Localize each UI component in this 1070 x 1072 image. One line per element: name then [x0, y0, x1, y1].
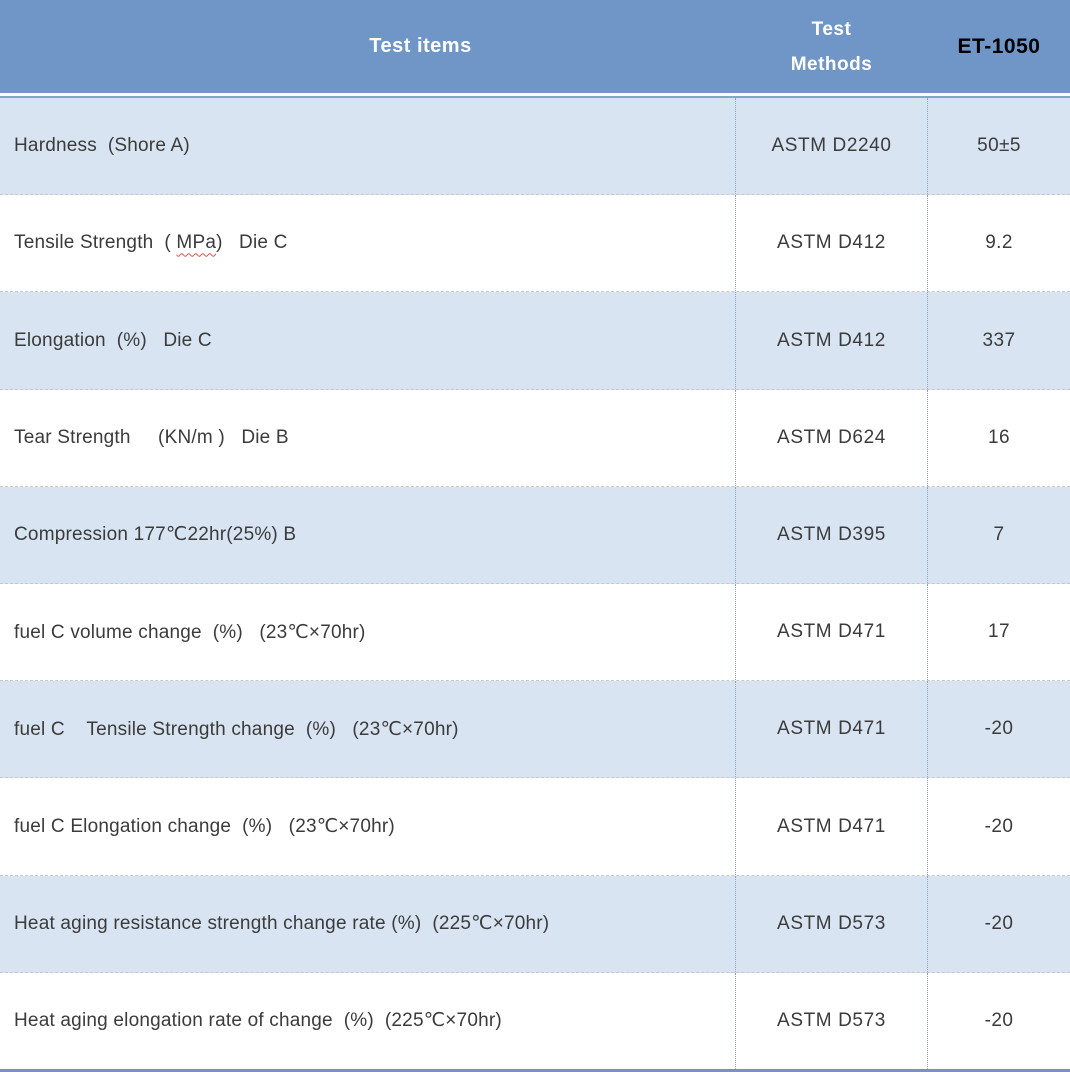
value-cell: 17 [928, 584, 1070, 680]
item-cell: Elongation (%) Die C [0, 292, 735, 388]
item-cell: Heat aging resistance strength change ra… [0, 876, 735, 972]
item-label: Heat aging elongation rate of change (%)… [14, 1010, 502, 1032]
value-label: 16 [988, 426, 1010, 448]
method-label: ASTM D471 [777, 815, 886, 837]
value-cell: 16 [928, 390, 1070, 486]
value-cell: -20 [928, 876, 1070, 972]
value-cell: -20 [928, 681, 1070, 777]
method-label: ASTM D471 [777, 718, 886, 740]
item-label: fuel C Elongation change (%) (23℃×70hr) [14, 816, 395, 838]
value-label: 17 [988, 621, 1010, 643]
item-cell: Heat aging elongation rate of change (%)… [0, 973, 735, 1069]
item-label: Compression 177℃22hr(25%) B [14, 524, 297, 546]
item-cell: Tear Strength (KN/m ) Die B [0, 390, 735, 486]
table-row-tear-strength: Tear Strength (KN/m ) Die B ASTM D624 16 [0, 389, 1070, 487]
table-header-row: Test items Test Methods ET-1050 [0, 0, 1070, 93]
method-cell: ASTM D573 [735, 972, 928, 1070]
table-bottom-border [0, 1069, 1070, 1072]
item-label-misspelled-word: MPa [176, 232, 217, 254]
table-row-fuel-c-elongation-change: fuel C Elongation change (%) (23℃×70hr) … [0, 778, 1070, 876]
item-label: Tear Strength (KN/m ) Die B [14, 426, 289, 448]
value-cell: 337 [928, 292, 1070, 388]
item-label: Heat aging resistance strength change ra… [14, 913, 550, 935]
item-label-suffix: ) Die C [216, 232, 288, 254]
item-label: fuel C volume change (%) (23℃×70hr) [14, 621, 366, 643]
method-label: ASTM D624 [777, 426, 886, 448]
table-row-fuel-c-volume-change: fuel C volume change (%) (23℃×70hr) ASTM… [0, 584, 1070, 682]
method-label: ASTM D573 [777, 912, 886, 934]
value-label: -20 [984, 1009, 1014, 1031]
table-row-fuel-c-tensile-change: fuel C Tensile Strength change (%) (23℃×… [0, 681, 1070, 779]
header-cell-test-methods: Test Methods [735, 0, 928, 93]
header-product-label: ET-1050 [957, 34, 1041, 58]
method-label: ASTM D412 [777, 329, 886, 351]
item-cell: fuel C volume change (%) (23℃×70hr) [0, 584, 735, 680]
value-cell: 50±5 [928, 98, 1070, 194]
value-cell: 7 [928, 487, 1070, 583]
value-label: 7 [993, 523, 1005, 545]
item-cell: Tensile Strength ( MPa) Die C [0, 195, 735, 291]
method-cell: ASTM D395 [735, 486, 928, 584]
method-cell: ASTM D471 [735, 584, 928, 681]
value-label: -20 [984, 718, 1014, 740]
item-label: Hardness (Shore A) [14, 135, 190, 157]
header-test-methods-label: Test Methods [790, 18, 873, 75]
method-cell: ASTM D624 [735, 389, 928, 486]
header-cell-product: ET-1050 [928, 0, 1070, 93]
method-label: ASTM D412 [777, 232, 886, 254]
table-row-compression: Compression 177℃22hr(25%) B ASTM D395 7 [0, 486, 1070, 585]
method-cell: ASTM D2240 [735, 98, 928, 195]
table-row-heat-aging-elongation: Heat aging elongation rate of change (%)… [0, 972, 1070, 1070]
method-label: ASTM D573 [777, 1009, 886, 1031]
value-label: -20 [984, 912, 1014, 934]
item-cell: Hardness (Shore A) [0, 98, 735, 194]
item-label: Elongation (%) Die C [14, 329, 212, 351]
table-body: Hardness (Shore A) ASTM D2240 50±5 Tensi… [0, 98, 1070, 1070]
item-label-prefix: Tensile Strength ( [14, 232, 177, 254]
method-cell: ASTM D573 [735, 875, 928, 972]
method-label: ASTM D471 [777, 621, 886, 643]
value-label: -20 [984, 815, 1014, 837]
method-label: ASTM D2240 [771, 135, 892, 157]
table-row-heat-aging-strength: Heat aging resistance strength change ra… [0, 875, 1070, 973]
header-cell-test-items: Test items [0, 0, 735, 93]
item-label: fuel C Tensile Strength change (%) (23℃×… [14, 718, 459, 740]
method-label: ASTM D395 [777, 523, 886, 545]
value-label: 50±5 [977, 135, 1021, 157]
value-cell: -20 [928, 973, 1070, 1069]
table-row-hardness: Hardness (Shore A) ASTM D2240 50±5 [0, 98, 1070, 196]
method-cell: ASTM D471 [735, 681, 928, 778]
method-cell: ASTM D412 [735, 292, 928, 389]
item-cell: Compression 177℃22hr(25%) B [0, 487, 735, 583]
header-divider-line [0, 93, 1070, 98]
value-cell: -20 [928, 778, 1070, 874]
value-cell: 9.2 [928, 195, 1070, 291]
method-cell: ASTM D471 [735, 778, 928, 875]
item-cell: fuel C Tensile Strength change (%) (23℃×… [0, 681, 735, 777]
value-label: 9.2 [985, 232, 1013, 254]
value-label: 337 [982, 329, 1016, 351]
method-cell: ASTM D412 [735, 195, 928, 292]
item-cell: fuel C Elongation change (%) (23℃×70hr) [0, 778, 735, 874]
table-row-tensile-strength: Tensile Strength ( MPa) Die C ASTM D412 … [0, 195, 1070, 293]
header-test-items-label: Test items [369, 35, 472, 57]
table-row-elongation: Elongation (%) Die C ASTM D412 337 [0, 292, 1070, 390]
